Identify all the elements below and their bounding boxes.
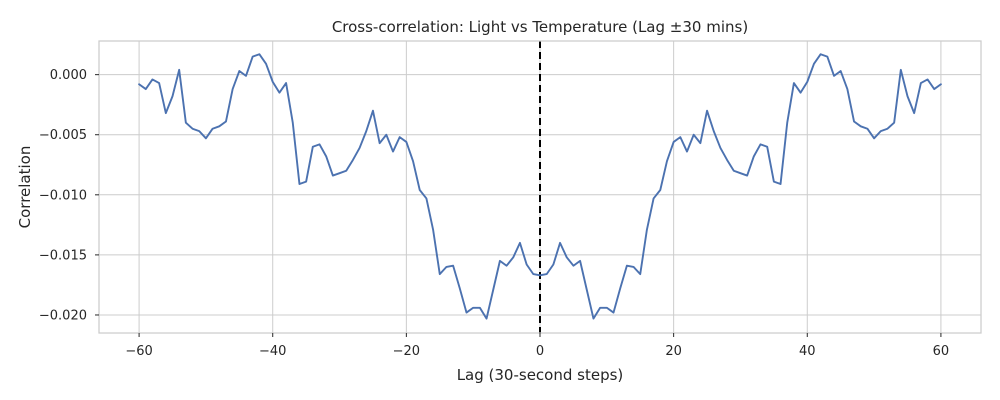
x-tick-label: −20	[393, 344, 420, 359]
x-axis-label: Lag (30-second steps)	[457, 366, 624, 384]
x-tick-label: 60	[933, 344, 950, 359]
y-tick-label: −0.020	[39, 308, 87, 323]
correlation-series-line	[138, 53, 942, 320]
series-layer	[138, 53, 942, 320]
x-tick-label: 0	[536, 344, 544, 359]
chart-title: Cross-correlation: Light vs Temperature …	[332, 18, 748, 36]
x-axis-ticks: −60 −40 −20 0 20 40 60	[125, 333, 949, 359]
x-tick-label: −60	[125, 344, 152, 359]
y-tick-label: −0.010	[39, 188, 87, 203]
y-tick-label: −0.015	[39, 248, 87, 263]
x-tick-label: −40	[259, 344, 286, 359]
x-tick-label: 20	[665, 344, 682, 359]
y-axis-label: Correlation	[16, 146, 34, 229]
y-axis-ticks: 0.000 −0.005 −0.010 −0.015 −0.020	[39, 68, 99, 323]
y-tick-label: 0.000	[50, 68, 87, 83]
x-tick-label: 40	[799, 344, 816, 359]
y-tick-label: −0.005	[39, 128, 87, 143]
